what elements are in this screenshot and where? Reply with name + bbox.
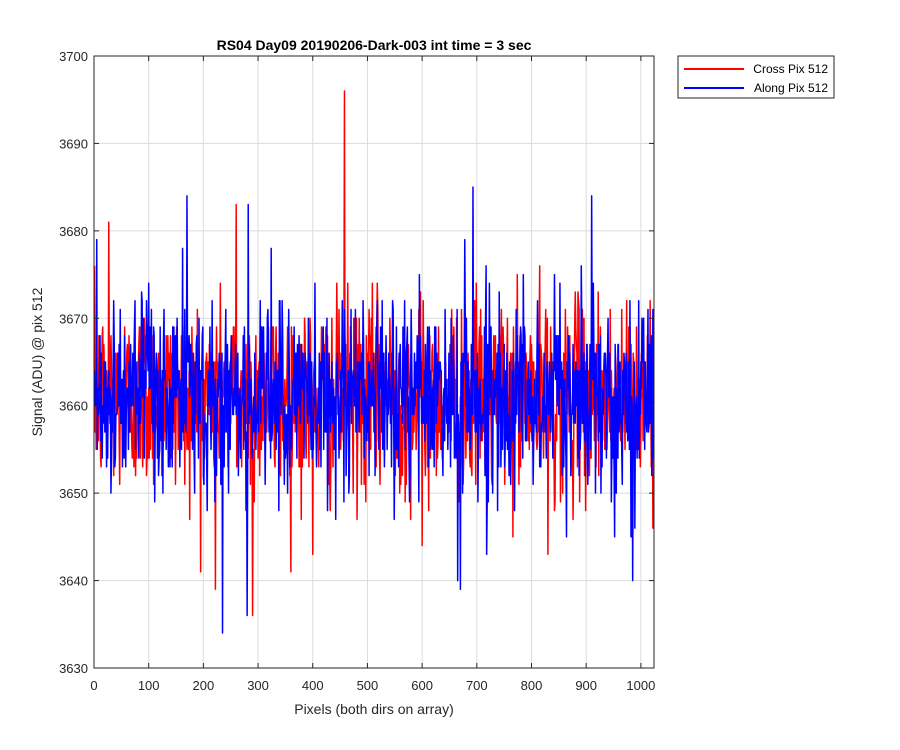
x-tick-label: 400	[302, 678, 324, 693]
x-tick-label: 500	[357, 678, 379, 693]
y-tick-label: 3700	[59, 49, 88, 64]
x-tick-label: 600	[411, 678, 433, 693]
legend: Cross Pix 512 Along Pix 512	[677, 55, 835, 99]
x-tick-label: 300	[247, 678, 269, 693]
axis-ticks: 0 100 200 300 400 500 600 700 800 900 1000 3630 3640…	[59, 49, 655, 693]
y-tick-label: 3690	[59, 136, 88, 151]
y-tick-label: 3680	[59, 224, 88, 239]
series-layer	[94, 90, 654, 634]
y-tick-label: 3630	[59, 661, 88, 676]
y-tick-label: 3650	[59, 486, 88, 501]
x-tick-label: 800	[521, 678, 543, 693]
x-tick-label: 200	[193, 678, 215, 693]
y-tick-label: 3670	[59, 311, 88, 326]
series-line-along-pix-512	[94, 186, 654, 634]
x-tick-label: 0	[90, 678, 97, 693]
x-tick-label: 1000	[626, 678, 655, 693]
legend-label-along: Along Pix 512	[754, 81, 828, 95]
legend-label-cross: Cross Pix 512	[753, 62, 828, 76]
y-axis-label: Signal (ADU) @ pix 512	[29, 287, 45, 436]
x-tick-label: 900	[575, 678, 597, 693]
x-tick-label: 100	[138, 678, 160, 693]
x-axis-label: Pixels (both dirs on array)	[294, 701, 454, 717]
plot-frame	[93, 55, 655, 669]
y-tick-label: 3640	[59, 574, 88, 589]
legend-box	[677, 55, 835, 99]
y-tick-label: 3660	[59, 399, 88, 414]
chart-title: RS04 Day09 20190206-Dark-003 int time = …	[217, 37, 532, 53]
x-tick-label: 700	[466, 678, 488, 693]
